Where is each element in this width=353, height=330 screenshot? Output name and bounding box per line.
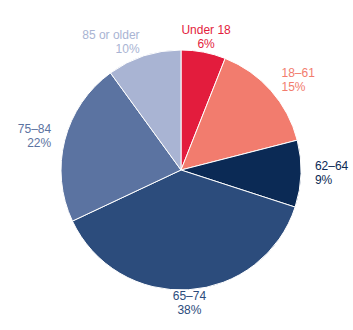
svg-text:65–7438%: 65–7438% [173,289,207,317]
svg-text:85 or older10%: 85 or older10% [82,28,140,56]
svg-text:Under 186%: Under 186% [181,23,231,51]
svg-text:75–8422%: 75–8422% [18,122,52,150]
svg-text:18–6115%: 18–6115% [282,66,316,94]
svg-text:62–649%: 62–649% [315,159,345,187]
